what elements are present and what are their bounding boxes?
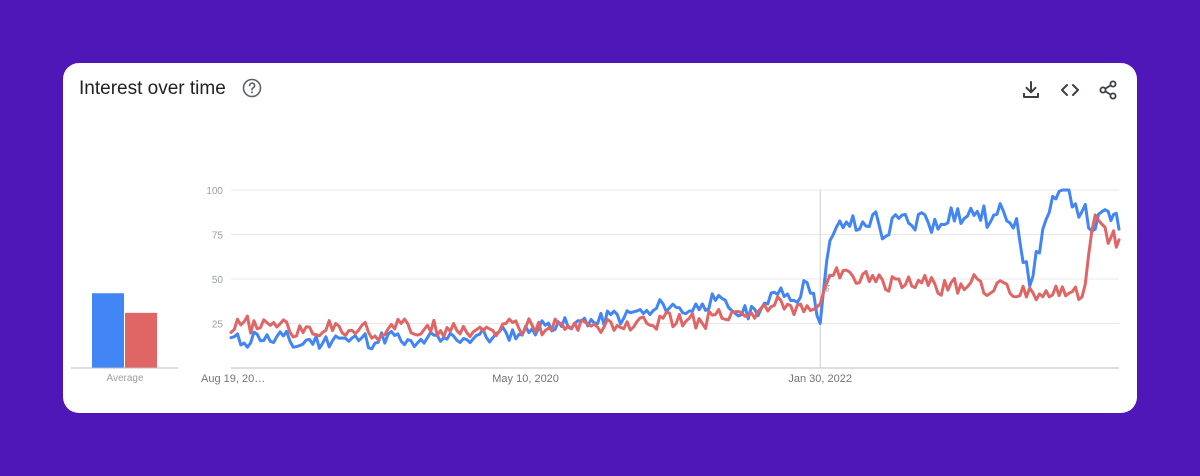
share-icon[interactable] <box>1097 79 1119 101</box>
average-label: Average <box>106 373 144 384</box>
x-tick-label: Jan 30, 2022 <box>788 373 852 385</box>
y-tick-label: 100 <box>206 186 223 197</box>
x-tick-label: Aug 19, 20… <box>201 373 265 385</box>
download-icon[interactable] <box>1020 79 1042 101</box>
help-circle-icon[interactable] <box>242 78 262 98</box>
series-line <box>229 213 1121 342</box>
interest-over-time-card: Interest over time Average 25 50 75 100 Note A… <box>63 63 1137 413</box>
average-bar <box>125 312 157 368</box>
y-tick-label: 75 <box>212 231 224 242</box>
average-bar <box>92 293 124 368</box>
y-tick-label: 50 <box>212 275 224 286</box>
y-tick-label: 25 <box>212 320 224 331</box>
code-icon[interactable] <box>1059 79 1081 101</box>
x-tick-label: May 10, 2020 <box>492 373 559 385</box>
card-title: Interest over time <box>79 78 226 99</box>
